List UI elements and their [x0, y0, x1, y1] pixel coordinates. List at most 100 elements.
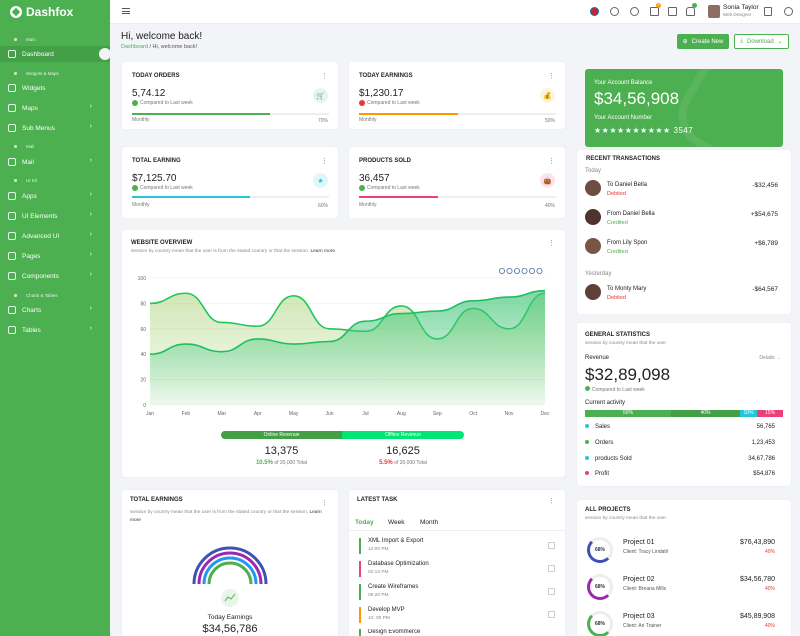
sidebar-item-components[interactable]: Components › — [0, 268, 110, 284]
sidebar-item-pages[interactable]: Pages › — [0, 248, 110, 264]
sidebar-item-label: Apps — [22, 192, 37, 200]
x-tick-label: Sep — [433, 411, 442, 417]
project-item[interactable]: 68% Project 03 Client: Ari Trainer $45,89,9… — [585, 611, 775, 636]
chevron-right-icon: › — [89, 231, 92, 238]
create-new-button[interactable]: ⊕ Create New — [677, 34, 729, 49]
trend-dot-icon — [359, 100, 365, 106]
x-tick-label: Mar — [218, 411, 227, 417]
stat-label: Sales — [595, 424, 611, 430]
more-options-icon[interactable]: ⋮ — [548, 158, 555, 165]
more-options-icon[interactable]: ⋮ — [321, 158, 328, 165]
trend-dot-icon — [132, 100, 138, 106]
task-name: Database Optimization — [368, 561, 429, 567]
task-time: 12:00 PM — [368, 547, 389, 552]
task-item[interactable]: Develop MVP 10: 00 PM — [359, 607, 555, 625]
website-overview-card: WEBSITE OVERVIEW session by country mean… — [122, 230, 565, 477]
transaction-status: Credited — [607, 249, 628, 255]
cart-icon[interactable] — [650, 7, 659, 16]
x-tick-label: Jun — [326, 411, 334, 417]
project-client: Client: Ari Trainer — [623, 623, 662, 629]
moon-icon[interactable] — [610, 7, 619, 16]
more-options-icon[interactable]: ⋮ — [548, 498, 555, 505]
tab-week[interactable]: Week — [388, 519, 405, 526]
series-line — [149, 289, 546, 355]
fullscreen-icon[interactable] — [668, 7, 677, 16]
project-percent: 40% — [764, 586, 775, 592]
stat-compare: Compared to Last week — [367, 100, 420, 106]
chevron-down-icon: ⌄ — [777, 39, 783, 45]
task-checkbox[interactable] — [548, 542, 555, 549]
task-checkbox[interactable] — [548, 588, 555, 595]
task-item[interactable]: Design Evommerce — [359, 629, 555, 636]
flag-icon[interactable] — [590, 7, 599, 16]
task-checkbox[interactable] — [548, 611, 555, 618]
sidebar-item-mail[interactable]: Mail › — [0, 154, 110, 170]
cart-badge: 3 — [656, 3, 661, 8]
sidebar-item-label: Widgets — [22, 84, 46, 92]
stat-value: $7,125.70 — [132, 173, 177, 184]
sidebar-item-tables[interactable]: Tables › — [0, 322, 110, 338]
stat-period: Monthly — [132, 202, 150, 208]
chevron-right-icon: › — [89, 157, 92, 164]
sidebar-item-widgets[interactable]: Widgets — [0, 80, 110, 96]
brand-logo[interactable]: Dashfox — [0, 0, 110, 24]
overview-title: WEBSITE OVERVIEW — [131, 240, 193, 246]
progress-fill — [359, 196, 438, 198]
earnings-radial-chart — [192, 546, 268, 607]
y-tick-label: 40 — [140, 352, 146, 358]
project-percent: 40% — [764, 549, 775, 555]
stat-compare: Compared to Last week — [367, 185, 420, 191]
transaction-status: Debited — [607, 295, 626, 301]
sidebar-item-dashboard[interactable]: Dashboard — [0, 46, 111, 62]
task-checkbox[interactable] — [548, 565, 555, 572]
breadcrumb-separator: / — [149, 44, 151, 50]
transaction-item[interactable]: From Daniel Bella Credited +$54,675 — [585, 206, 778, 232]
radial-arc-4 — [207, 561, 253, 585]
stat-period: Monthly — [359, 117, 377, 123]
download-button[interactable]: ⤓ Download ⌄ — [734, 34, 789, 49]
user-name[interactable]: Sonia Taylor — [723, 4, 759, 11]
more-options-icon[interactable]: ⋮ — [548, 73, 555, 80]
breadcrumb-home[interactable]: Dashboard — [121, 44, 148, 50]
user-avatar[interactable] — [708, 5, 720, 18]
offline-revenue-sub: 5.5% of 20,000 Total — [342, 460, 464, 466]
task-name: XML Import & Export — [368, 538, 424, 544]
task-item[interactable]: XML Import & Export 12:00 PM — [359, 538, 555, 556]
sidebar-item-charts[interactable]: Charts › — [0, 302, 110, 318]
search-icon[interactable] — [630, 7, 639, 16]
learn-more-link[interactable]: Learn more — [130, 510, 322, 523]
task-name: Develop MVP — [368, 607, 405, 613]
tab-month[interactable]: Month — [420, 519, 439, 526]
task-item[interactable]: Database Optimization 02:13 PM — [359, 561, 555, 579]
list-icon[interactable] — [764, 7, 772, 16]
details-link[interactable]: Details → — [759, 355, 781, 361]
settings-icon — [8, 232, 16, 240]
more-options-icon[interactable]: ⋮ — [321, 73, 328, 80]
online-revenue-value: 13,375 — [264, 445, 299, 457]
stat-compare: Compared to Last week — [140, 185, 193, 191]
task-name: Create Wireframes — [368, 584, 419, 590]
learn-more-link[interactable]: Learn more — [310, 249, 335, 254]
project-item[interactable]: 68% Project 02 Client: Breana Mills $34,56,… — [585, 574, 775, 610]
tab-today[interactable]: Today — [355, 519, 374, 526]
sidebar-item-apps[interactable]: Apps › — [0, 188, 110, 204]
x-tick-label: Feb — [182, 411, 191, 417]
project-item[interactable]: 68% Project 01 Client: Tracy Lindahl $76,43… — [585, 537, 775, 573]
transaction-item[interactable]: To Daniel Bella Debited -$32,456 — [585, 177, 778, 203]
gear-icon[interactable] — [784, 7, 793, 16]
today-earnings-label: Today Earnings — [207, 614, 253, 621]
avatar — [585, 238, 601, 254]
sidebar-item-sub-menus[interactable]: Sub Menus › — [0, 120, 110, 136]
task-item[interactable]: Create Wireframes 06:20 PM — [359, 584, 555, 602]
transaction-item[interactable]: From Lily Spon Credited +$6,789 — [585, 235, 778, 261]
stat-row-sales: Sales 56,765 — [585, 424, 775, 430]
sidebar-item-advanced-ui[interactable]: Advanced UI › — [0, 228, 110, 244]
sidebar-item-maps[interactable]: Maps › — [0, 100, 110, 116]
progress-fill — [132, 113, 270, 115]
menu-toggle-icon[interactable] — [122, 8, 130, 14]
bell-icon[interactable] — [686, 7, 695, 16]
more-options-icon[interactable]: ⋮ — [548, 240, 555, 247]
more-options-icon[interactable]: ⋮ — [321, 500, 328, 507]
sidebar-item-ui-elements[interactable]: UI Elements › — [0, 208, 110, 224]
transaction-item[interactable]: To Monty Mary Debited -$64,567 — [585, 281, 778, 307]
